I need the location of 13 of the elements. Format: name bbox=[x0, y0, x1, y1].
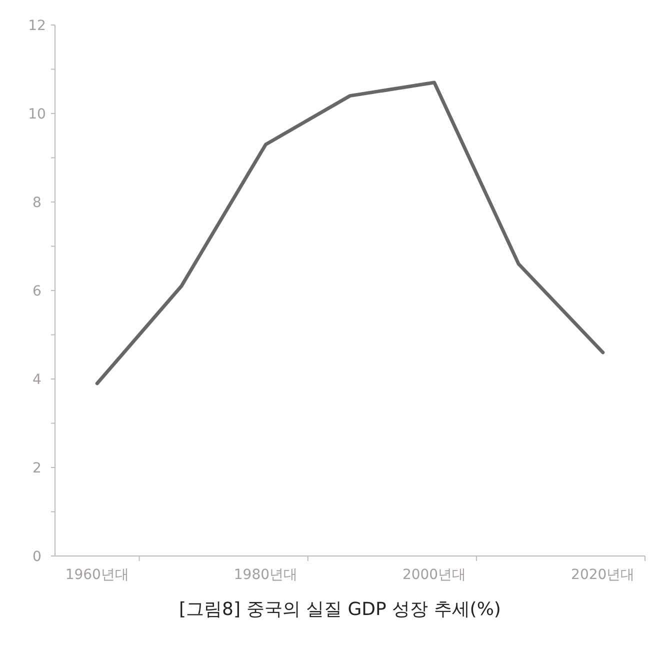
line-series bbox=[95, 80, 605, 386]
y-tick-label: 10 bbox=[28, 106, 46, 122]
x-tick-label: 1980년대 bbox=[234, 567, 298, 583]
y-tick-label: 8 bbox=[32, 195, 42, 211]
y-tick-label: 2 bbox=[32, 460, 42, 476]
x-tick-label: 2000년대 bbox=[402, 567, 466, 583]
y-tick-label: 4 bbox=[32, 372, 42, 388]
y-tick-label: 0 bbox=[32, 549, 42, 565]
y-tick-label: 12 bbox=[28, 18, 46, 34]
x-tick-label: 2020년대 bbox=[571, 567, 635, 583]
y-tick-label: 6 bbox=[32, 284, 42, 300]
text: [그림8] 중국의 실질 GDP 성장 추세(%) bbox=[179, 599, 501, 620]
x-tick-label: 1960년대 bbox=[65, 567, 129, 583]
